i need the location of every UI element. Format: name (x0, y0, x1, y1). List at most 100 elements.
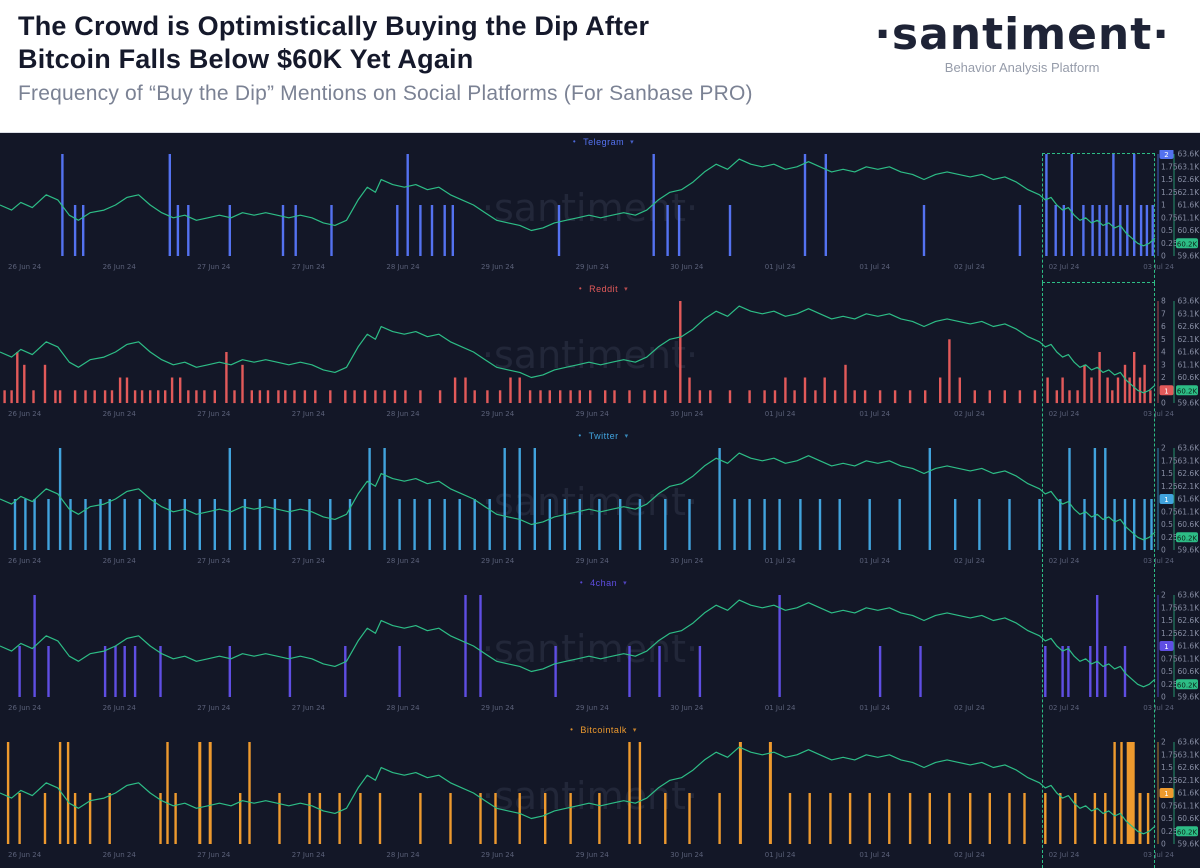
svg-text:4: 4 (1161, 348, 1166, 357)
svg-text:62.6K: 62.6K (1178, 469, 1200, 478)
legend-reddit[interactable]: • Reddit ▾ (0, 280, 1200, 297)
svg-text:27 Jun 24: 27 Jun 24 (197, 704, 231, 712)
svg-text:61.6K: 61.6K (1178, 348, 1200, 357)
svg-text:02 Jul 24: 02 Jul 24 (1049, 704, 1080, 712)
legend-caret-icon: ▾ (623, 579, 628, 587)
price-badge-reddit (1176, 385, 1198, 396)
svg-text:26 Jun 24: 26 Jun 24 (103, 410, 137, 418)
bars-telegram (61, 154, 1154, 256)
bars-4chan (18, 595, 1127, 697)
svg-text:0.75: 0.75 (1161, 213, 1178, 222)
svg-text:2: 2 (1161, 444, 1166, 453)
svg-text:02 Jul 24: 02 Jul 24 (954, 410, 985, 418)
svg-text:59.6K: 59.6K (1178, 399, 1200, 408)
svg-text:8: 8 (1161, 297, 1166, 306)
svg-text:01 Jul 24: 01 Jul 24 (765, 704, 796, 712)
legend-caret-icon: ▾ (630, 138, 635, 146)
svg-text:01 Jul 24: 01 Jul 24 (859, 557, 890, 565)
svg-text:3: 3 (1161, 360, 1166, 369)
x-axis-dates-reddit: 26 Jun 24 26 Jun 24 27 Jun 24 27 Jun 24 28 J… (8, 410, 1174, 418)
svg-text:03 Jul 24: 03 Jul 24 (1143, 851, 1174, 859)
svg-text:28 Jun 24: 28 Jun 24 (386, 851, 420, 859)
svg-text:0: 0 (1161, 252, 1166, 261)
svg-text:61.1K: 61.1K (1178, 801, 1200, 810)
legend-4chan[interactable]: • 4chan ▾ (0, 574, 1200, 591)
right-axis-twitter: 2 63.6K1.75 63.1K1.5 62.6K1.25 62.1K1 61.6K0.… (1159, 444, 1200, 555)
svg-text:01 Jul 24: 01 Jul 24 (859, 851, 890, 859)
svg-text:01 Jul 24: 01 Jul 24 (765, 410, 796, 418)
svg-text:61.6K: 61.6K (1178, 495, 1200, 504)
svg-text:02 Jul 24: 02 Jul 24 (1049, 851, 1080, 859)
svg-text:30 Jun 24: 30 Jun 24 (670, 704, 704, 712)
svg-text:28 Jun 24: 28 Jun 24 (386, 557, 420, 565)
watermark-4chan: ·santiment· (482, 627, 698, 671)
svg-text:26 Jun 24: 26 Jun 24 (8, 851, 42, 859)
svg-text:63.6K: 63.6K (1178, 297, 1200, 306)
svg-text:1.75: 1.75 (1161, 603, 1178, 612)
svg-text:60.6K: 60.6K (1178, 226, 1200, 235)
svg-text:29 Jun 24: 29 Jun 24 (481, 851, 515, 859)
legend-twitter[interactable]: • Twitter ▾ (0, 427, 1200, 444)
svg-text:0.25: 0.25 (1161, 533, 1178, 542)
svg-text:26 Jun 24: 26 Jun 24 (8, 410, 42, 418)
svg-text:62.1K: 62.1K (1178, 629, 1200, 638)
svg-text:29 Jun 24: 29 Jun 24 (576, 704, 610, 712)
svg-text:61.1K: 61.1K (1178, 507, 1200, 516)
svg-text:63.6K: 63.6K (1178, 150, 1200, 159)
x-axis-dates-4chan: 26 Jun 24 26 Jun 24 27 Jun 24 27 Jun 24 28 J… (8, 704, 1174, 712)
btc-price-line-telegram (0, 158, 1156, 247)
svg-text:2: 2 (1161, 591, 1166, 600)
svg-text:0.75: 0.75 (1161, 507, 1178, 516)
multi-panel-chart: • Telegram ▾ ·santiment· 2 63.6K 1.75 63.1K 1.5 6… (0, 133, 1200, 868)
svg-text:28 Jun 24: 28 Jun 24 (386, 704, 420, 712)
santiment-logo: ·santiment· (874, 9, 1170, 60)
btc-price-line-4chan (0, 599, 1156, 688)
panel-reddit: • Reddit ▾ ·santiment· 8 63.6K 7 63.1K 6 62.6K 5 62… (0, 280, 1200, 427)
svg-text:1.5: 1.5 (1161, 175, 1173, 184)
bar-value-badge-4chan (1159, 641, 1174, 651)
svg-text:29 Jun 24: 29 Jun 24 (576, 410, 610, 418)
svg-text:02 Jul 24: 02 Jul 24 (1049, 557, 1080, 565)
svg-text:0.25: 0.25 (1161, 680, 1178, 689)
svg-text:59.6K: 59.6K (1178, 840, 1200, 849)
svg-text:01 Jul 24: 01 Jul 24 (859, 263, 890, 271)
svg-text:1.25: 1.25 (1161, 776, 1178, 785)
svg-text:0.75: 0.75 (1161, 654, 1178, 663)
plot-twitter: ·santiment· 2 63.6K1.75 63.1K 1.5 62.6K1.25 62… (0, 444, 1200, 565)
svg-text:61.6K: 61.6K (1178, 642, 1200, 651)
svg-text:26 Jun 24: 26 Jun 24 (103, 557, 137, 565)
legend-label-telegram: Telegram (583, 136, 625, 147)
btc-price-line-reddit (0, 305, 1156, 394)
legend-telegram[interactable]: • Telegram ▾ (0, 133, 1200, 150)
svg-text:29 Jun 24: 29 Jun 24 (481, 410, 515, 418)
bars-reddit (3, 301, 1152, 404)
plot-4chan: ·santiment· 2 63.6K1.75 63.1K 1.5 62.6K1.25 62… (0, 591, 1200, 712)
svg-text:29 Jun 24: 29 Jun 24 (576, 851, 610, 859)
right-axis-telegram: 2 63.6K1.75 63.1K1.5 62.6K1.25 62.1K1 61.6K0.… (1159, 150, 1200, 261)
svg-text:02 Jul 24: 02 Jul 24 (954, 704, 985, 712)
bars-bitcointalk (6, 742, 1150, 844)
svg-text:63.1K: 63.1K (1178, 603, 1200, 612)
svg-text:26 Jun 24: 26 Jun 24 (8, 557, 42, 565)
svg-text:62.6K: 62.6K (1178, 175, 1200, 184)
svg-text:1.25: 1.25 (1161, 629, 1178, 638)
svg-text:01 Jul 24: 01 Jul 24 (765, 851, 796, 859)
legend-marker-icon: • (570, 725, 574, 734)
svg-text:27 Jun 24: 27 Jun 24 (197, 851, 231, 859)
legend-marker-icon: • (572, 137, 577, 146)
svg-text:30 Jun 24: 30 Jun 24 (670, 410, 704, 418)
watermark-twitter: ·santiment· (482, 480, 698, 524)
legend-bitcointalk[interactable]: • Bitcointalk ▾ (0, 721, 1200, 738)
svg-text:61.6K: 61.6K (1178, 789, 1200, 798)
svg-text:29 Jun 24: 29 Jun 24 (481, 557, 515, 565)
svg-text:27 Jun 24: 27 Jun 24 (292, 851, 326, 859)
panel-twitter: • Twitter ▾ ·santiment· 2 63.6K 1.75 63.1K 1.5 62… (0, 427, 1200, 574)
svg-text:26 Jun 24: 26 Jun 24 (8, 704, 42, 712)
svg-text:27 Jun 24: 27 Jun 24 (292, 263, 326, 271)
svg-text:01 Jul 24: 01 Jul 24 (859, 704, 890, 712)
svg-text:27 Jun 24: 27 Jun 24 (292, 704, 326, 712)
svg-text:0: 0 (1161, 693, 1166, 702)
right-axis-reddit: 8 63.6K 7 63.1K 6 62.6K 5 62.1K 4 61.6K 3 61.1K 2 60.… (1159, 297, 1200, 408)
svg-text:60.6K: 60.6K (1178, 373, 1200, 382)
svg-text:03 Jul 24: 03 Jul 24 (1143, 263, 1174, 271)
